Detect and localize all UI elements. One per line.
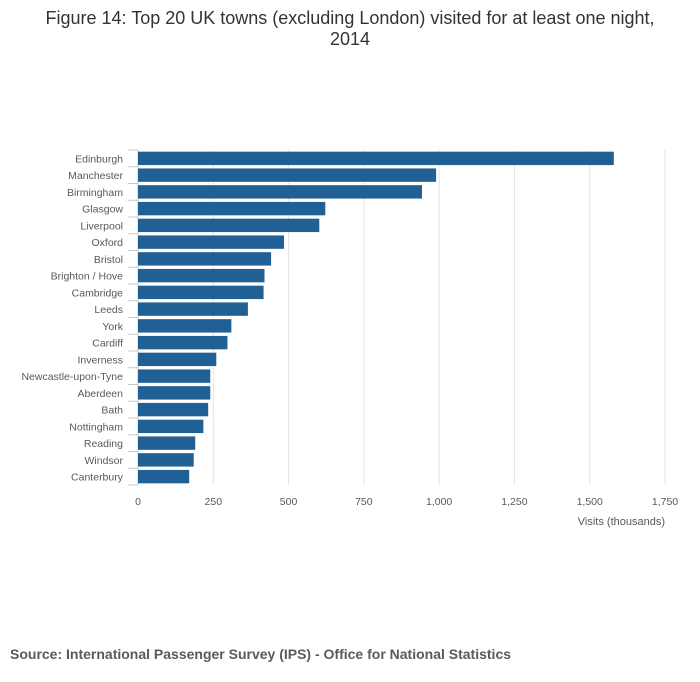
y-category-label: Birmingham	[67, 187, 123, 199]
x-tick-label: 1,500	[577, 496, 603, 508]
bar	[138, 369, 211, 383]
y-category-label: Nottingham	[69, 421, 123, 433]
y-category-label: Glasgow	[82, 204, 123, 216]
bar	[138, 453, 194, 467]
bar	[138, 168, 437, 182]
bars	[138, 151, 614, 484]
bar	[138, 469, 190, 484]
y-category-label: Liverpool	[80, 220, 123, 232]
bar	[138, 319, 232, 333]
bar	[138, 218, 320, 233]
bar	[138, 436, 196, 450]
x-tick-label: 1,250	[501, 496, 527, 508]
bar	[138, 185, 422, 199]
bar	[138, 386, 211, 400]
y-category-label: Bristol	[94, 254, 123, 266]
y-category-label: Brighton / Hove	[51, 271, 124, 283]
y-category-label: Reading	[84, 438, 123, 450]
bar	[138, 352, 217, 367]
bar	[138, 285, 264, 300]
gridlines	[137, 150, 666, 485]
y-category-label: Bath	[101, 405, 123, 417]
chart-title: Figure 14: Top 20 UK towns (excluding Lo…	[45, 8, 655, 49]
x-tick-label: 0	[135, 496, 141, 508]
x-tick-label: 1,750	[652, 496, 678, 508]
bar	[138, 302, 248, 316]
y-category-label: Edinburgh	[75, 153, 123, 165]
y-category-label: Windsor	[84, 455, 123, 467]
bar	[138, 402, 209, 417]
y-category-label: Canterbury	[71, 472, 124, 484]
y-category-label: York	[102, 321, 123, 333]
source-note: Source: International Passenger Survey (…	[10, 646, 512, 662]
bar	[138, 201, 326, 216]
x-tick-label: 250	[205, 496, 223, 508]
x-tick-label: 750	[355, 496, 373, 508]
y-category-label: Cardiff	[92, 338, 123, 350]
y-category-label: Aberdeen	[77, 388, 123, 400]
bar	[138, 151, 614, 166]
bar	[138, 235, 285, 249]
x-tick-label: 1,000	[426, 496, 452, 508]
y-category-label: Inverness	[77, 354, 123, 366]
y-category-label: Newcastle-upon-Tyne	[21, 371, 123, 383]
bar	[138, 419, 204, 434]
y-category-label: Cambridge	[72, 287, 124, 299]
x-tick-label: 500	[280, 496, 298, 508]
axes: 0 250 500 750 1,000 1,250 1,500 1,750 Edinburgh M…	[21, 149, 678, 508]
bar	[138, 268, 265, 283]
x-axis-title: Visits (thousands)	[578, 516, 665, 528]
y-category-label: Oxford	[91, 237, 123, 249]
y-category-label: Leeds	[94, 304, 123, 316]
y-category-label: Manchester	[68, 170, 123, 182]
bar	[138, 252, 272, 266]
bar	[138, 335, 228, 350]
